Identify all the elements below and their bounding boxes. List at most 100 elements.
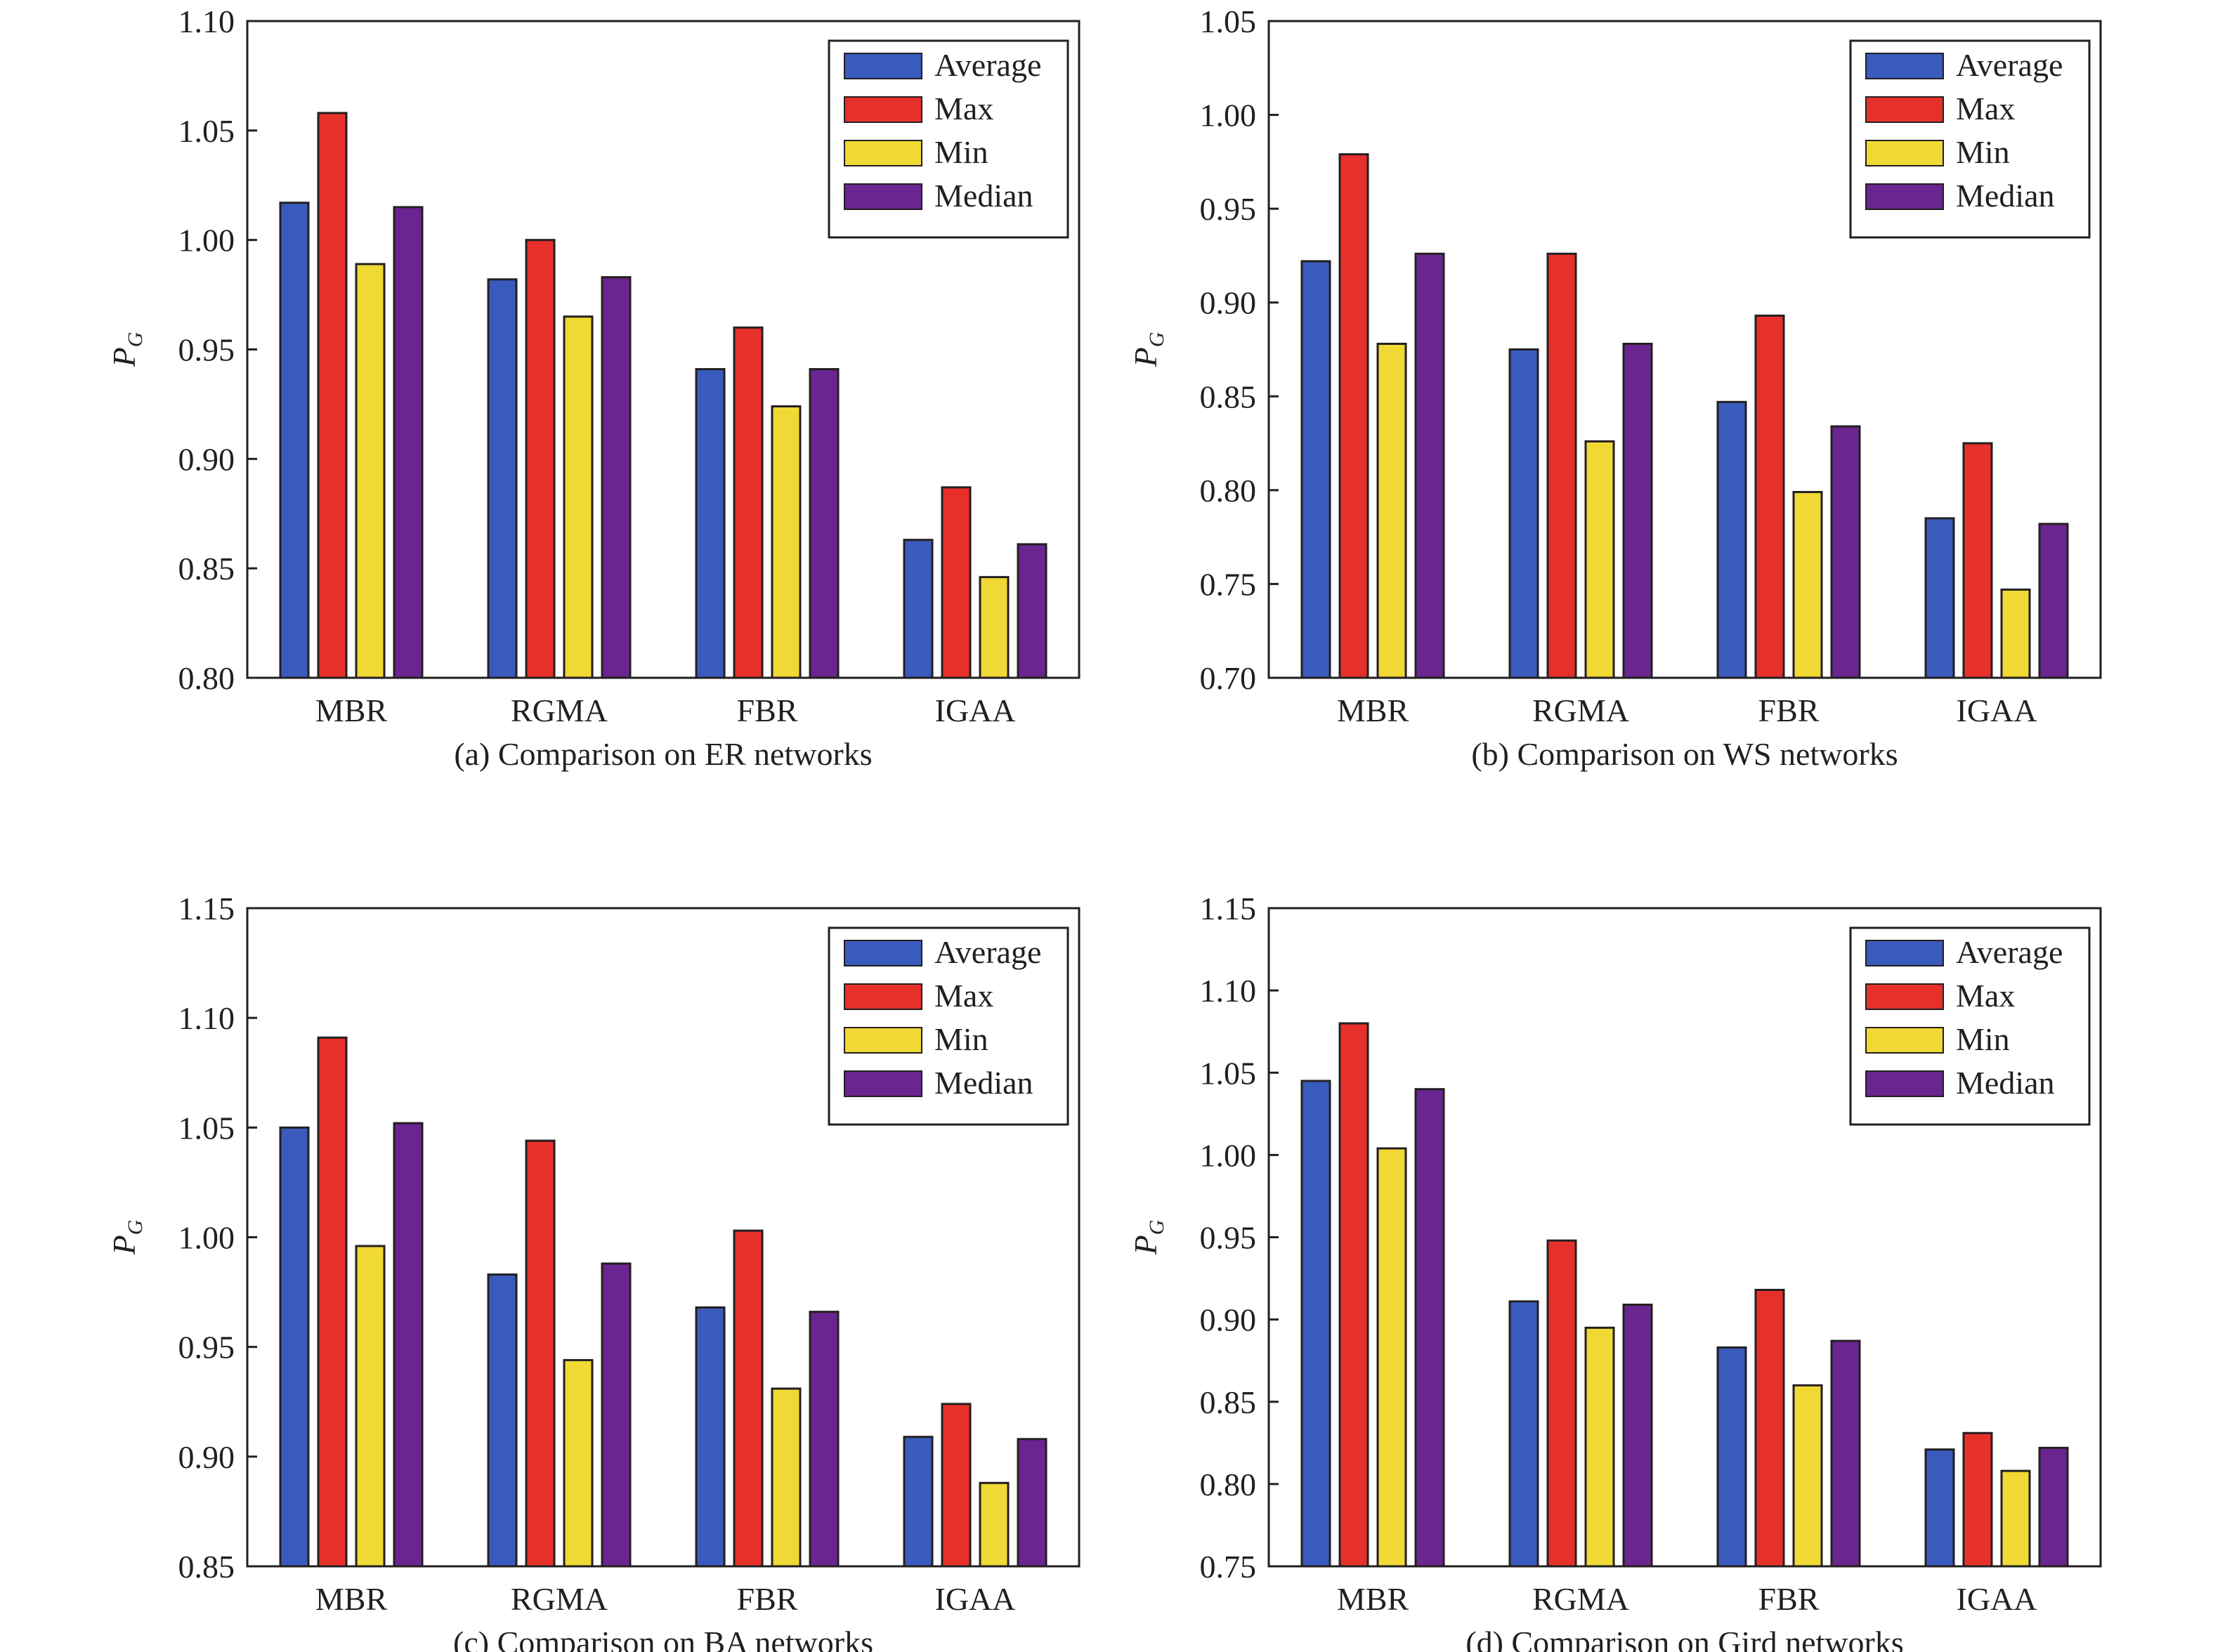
- bar-max-igaa: [941, 486, 972, 679]
- legend-swatch-median: [1865, 1070, 1944, 1097]
- bar-average-igaa: [1924, 1448, 1955, 1568]
- legend-label-max: Max: [1956, 91, 2015, 126]
- y-axis-label-subscript: G: [1145, 1219, 1168, 1235]
- bar-min-igaa: [979, 576, 1010, 679]
- bar-average-fbr: [695, 368, 726, 679]
- y-tick-label: 1.05: [178, 113, 235, 149]
- y-axis-label-subscript: G: [124, 332, 147, 347]
- y-tick-label: 1.10: [1200, 973, 1257, 1009]
- y-tick-label: 1.10: [178, 4, 235, 39]
- category-label-igaa: IGAA: [935, 1581, 1016, 1617]
- y-tick-label: 0.75: [1200, 1549, 1257, 1585]
- bar-median-rgma: [1622, 1304, 1653, 1568]
- bar-min-mbr: [1376, 342, 1407, 679]
- y-axis-label-main: P: [1128, 1235, 1163, 1255]
- bar-min-fbr: [771, 405, 802, 679]
- legend-label-min: Min: [934, 134, 988, 170]
- bar-average-fbr: [695, 1306, 726, 1568]
- category-label-fbr: FBR: [737, 1581, 798, 1617]
- bar-max-fbr: [1754, 314, 1785, 679]
- y-tick-label: 0.90: [1200, 285, 1257, 321]
- bar-min-mbr: [355, 263, 386, 679]
- y-tick-label: 0.80: [178, 660, 235, 696]
- legend-swatch-max: [1865, 983, 1944, 1010]
- y-tick-label: 1.15: [1200, 891, 1257, 926]
- bar-average-mbr: [1300, 260, 1331, 679]
- y-tick-label: 1.05: [1200, 4, 1257, 39]
- bar-min-mbr: [355, 1245, 386, 1568]
- chart-panel-a: MBR RGMA FBR IGAA 0.80 0.85 0.90 0.95 1.00 1.05 1.…: [106, 4, 1081, 772]
- panel-caption: (c) Comparison on BA networks: [453, 1625, 873, 1652]
- bar-average-igaa: [903, 1436, 934, 1568]
- bar-average-igaa: [1924, 517, 1955, 679]
- y-tick-label: 1.00: [178, 1220, 235, 1256]
- y-axis-label-subscript: G: [124, 1219, 147, 1235]
- bar-median-fbr: [1830, 425, 1861, 679]
- bar-min-igaa: [2000, 588, 2031, 679]
- bar-average-rgma: [1508, 1300, 1539, 1568]
- bar-median-mbr: [393, 1122, 424, 1568]
- bar-average-fbr: [1716, 400, 1747, 679]
- legend: Average Max Min Median: [828, 926, 1069, 1126]
- legend-label-median: Median: [1956, 1065, 2055, 1101]
- bar-max-igaa: [941, 1403, 972, 1568]
- y-tick-label: 0.90: [178, 1439, 235, 1475]
- bar-max-fbr: [733, 1229, 764, 1568]
- category-label-igaa: IGAA: [1957, 693, 2037, 728]
- legend-swatch-max: [844, 96, 922, 123]
- bar-median-rgma: [601, 1262, 632, 1568]
- bar-max-fbr: [733, 326, 764, 679]
- y-tick-label: 1.00: [1200, 1137, 1257, 1173]
- legend: Average Max Min Median: [1849, 39, 2091, 239]
- y-tick-label: 1.10: [178, 1000, 235, 1036]
- y-axis-label-subscript: G: [1145, 332, 1168, 347]
- legend-swatch-min: [844, 1027, 922, 1054]
- y-tick-label: 0.95: [178, 332, 235, 368]
- legend-label-max: Max: [934, 91, 993, 126]
- y-tick-label: 0.95: [1200, 1220, 1257, 1256]
- bar-min-fbr: [1792, 491, 1823, 679]
- legend-swatch-average: [1865, 53, 1944, 79]
- bar-median-fbr: [809, 1311, 840, 1568]
- legend-label-median: Median: [934, 178, 1033, 214]
- bar-max-mbr: [1338, 1022, 1369, 1568]
- legend-swatch-median: [1865, 183, 1944, 210]
- legend-label-median: Median: [934, 1065, 1033, 1101]
- legend-swatch-median: [844, 1070, 922, 1097]
- y-axis-label: PG: [106, 1219, 147, 1255]
- y-tick-label: 1.00: [178, 223, 235, 258]
- category-label-mbr: MBR: [1337, 1581, 1409, 1617]
- category-label-rgma: RGMA: [511, 693, 608, 728]
- legend: Average Max Min Median: [1849, 926, 2091, 1126]
- legend-label-max: Max: [1956, 978, 2015, 1014]
- chart-panel-d: MBR RGMA FBR IGAA 0.75 0.80 0.85 0.90 0.95 1.00 1.…: [1128, 891, 2102, 1652]
- bar-min-fbr: [771, 1387, 802, 1568]
- bar-median-igaa: [2038, 523, 2069, 679]
- bar-median-mbr: [393, 206, 424, 679]
- legend-label-average: Average: [934, 47, 1041, 83]
- bar-max-mbr: [1338, 153, 1369, 679]
- y-axis-label-main: P: [106, 347, 142, 367]
- bar-min-fbr: [1792, 1384, 1823, 1568]
- legend-swatch-average: [844, 940, 922, 966]
- legend-label-average: Average: [934, 934, 1041, 970]
- category-label-rgma: RGMA: [1532, 693, 1629, 728]
- category-label-rgma: RGMA: [1532, 1581, 1629, 1617]
- category-label-igaa: IGAA: [935, 693, 1016, 728]
- y-axis-label: PG: [1128, 332, 1168, 367]
- y-axis-label-main: P: [1128, 347, 1163, 367]
- category-label-fbr: FBR: [1758, 1581, 1820, 1617]
- bar-average-rgma: [487, 1273, 518, 1568]
- bar-max-igaa: [1962, 1431, 1993, 1568]
- y-tick-label: 0.85: [1200, 1384, 1257, 1420]
- category-label-rgma: RGMA: [511, 1581, 608, 1617]
- y-tick-label: 0.70: [1200, 660, 1257, 696]
- bar-median-mbr: [1414, 252, 1445, 679]
- bar-max-mbr: [317, 1036, 348, 1568]
- panel-caption: (b) Comparison on WS networks: [1471, 736, 1898, 772]
- y-tick-label: 1.05: [178, 1110, 235, 1146]
- legend-swatch-average: [1865, 940, 1944, 966]
- y-tick-label: 0.90: [1200, 1302, 1257, 1338]
- bar-min-igaa: [2000, 1469, 2031, 1568]
- y-tick-label: 0.80: [1200, 1467, 1257, 1502]
